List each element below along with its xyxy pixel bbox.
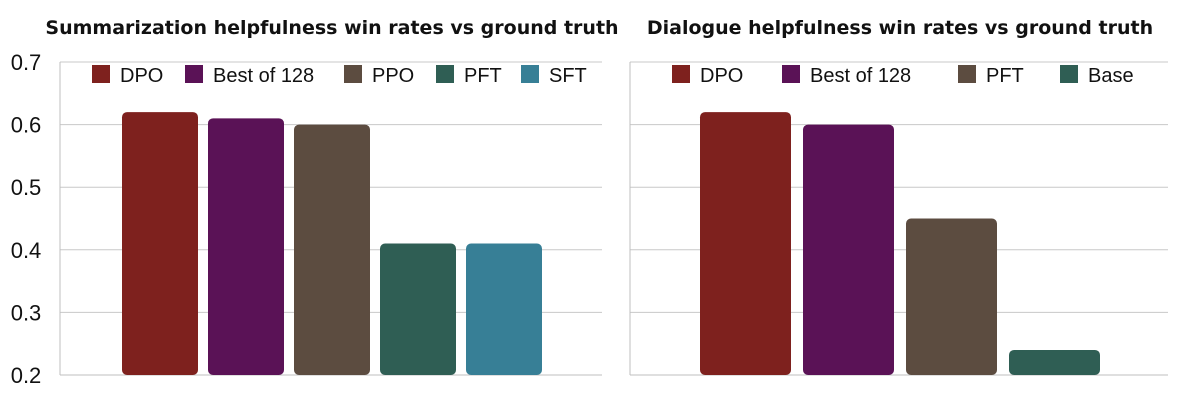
- chart-title: Dialogue helpfulness win rates vs ground…: [647, 17, 1153, 39]
- legend-swatch: [521, 65, 539, 83]
- bar-best-of-128: [803, 124, 894, 375]
- y-tick-label: 0.2: [11, 363, 42, 388]
- bar-pft: [906, 218, 997, 375]
- legend-label: DPO: [120, 65, 163, 87]
- legend-label: PPO: [372, 65, 414, 87]
- bar-dpo: [122, 112, 198, 375]
- dialogue-chart: Dialogue helpfulness win rates vs ground…: [629, 17, 1168, 376]
- bar-best-of-128: [208, 118, 284, 375]
- legend: DPO Best of 128 PPO PFT SFT: [92, 65, 587, 87]
- legend-label: PFT: [464, 65, 502, 87]
- y-tick-label: 0.4: [11, 238, 42, 263]
- legend-label: Best of 128: [810, 65, 911, 87]
- y-tick-label: 0.5: [11, 175, 42, 200]
- legend-label: Best of 128: [213, 65, 314, 87]
- bar-pft: [380, 243, 456, 375]
- chart-title: Summarization helpfulness win rates vs g…: [45, 17, 618, 39]
- bar-ppo: [294, 124, 370, 375]
- bar-sft: [466, 243, 542, 375]
- legend-swatch: [782, 65, 800, 83]
- legend-label: SFT: [549, 65, 587, 87]
- legend-label: PFT: [986, 65, 1024, 87]
- bars: [122, 112, 542, 375]
- legend-swatch: [185, 65, 203, 83]
- legend-swatch: [436, 65, 454, 83]
- bar-base: [1009, 349, 1100, 375]
- legend-label: Base: [1088, 65, 1134, 87]
- legend-swatch: [958, 65, 976, 83]
- summarization-chart: Summarization helpfulness win rates vs g…: [11, 17, 619, 388]
- y-tick-label: 0.3: [11, 300, 42, 325]
- legend-swatch: [92, 65, 110, 83]
- y-axis: 0.2 0.3 0.4 0.5 0.6 0.7: [11, 50, 42, 388]
- legend-swatch: [672, 65, 690, 83]
- y-tick-label: 0.6: [11, 113, 42, 138]
- bar-dpo: [700, 112, 791, 375]
- y-tick-label: 0.7: [11, 50, 42, 75]
- bars: [700, 112, 1100, 375]
- legend-swatch: [344, 65, 362, 83]
- legend: DPO Best of 128 PFT Base: [672, 65, 1134, 87]
- legend-swatch: [1060, 65, 1078, 83]
- legend-label: DPO: [700, 65, 743, 87]
